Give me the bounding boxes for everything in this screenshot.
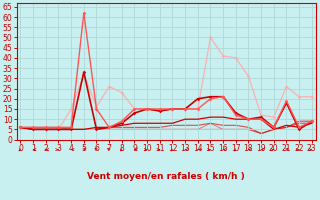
X-axis label: Vent moyen/en rafales ( km/h ): Vent moyen/en rafales ( km/h )	[87, 172, 245, 181]
